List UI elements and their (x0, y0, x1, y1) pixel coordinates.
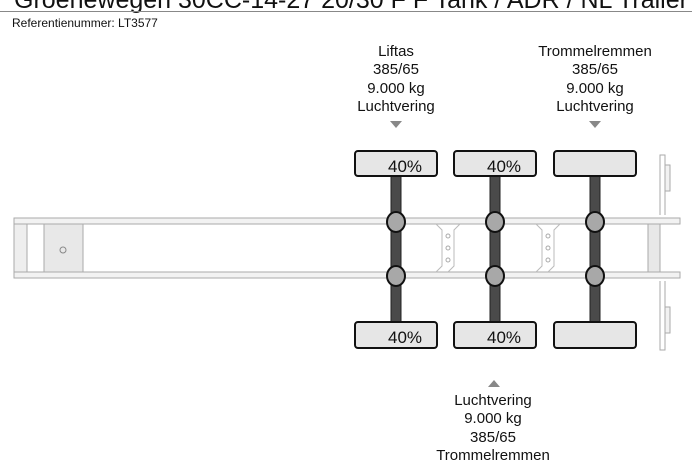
axle-3-brakes: Trommelremmen (538, 43, 652, 60)
axle-1-load: 9.000 kg (367, 79, 425, 97)
axle-2-bottom-tire-tread: 40% (487, 328, 521, 347)
axle-1-bottom-hub (386, 265, 406, 287)
axle-1-bottom-tire (354, 321, 438, 349)
axle-3-bottom-tire (553, 321, 637, 349)
axle-2-load: 9.000 kg (464, 410, 522, 428)
axle-3-tire-size: 385/65 (572, 61, 618, 79)
page-title: Groenewegen 30CC-14-27 20/30 F F Tank / … (14, 0, 692, 14)
axle-1-bottom-tire-tread: 40% (388, 328, 422, 347)
axle-2-beam (489, 175, 501, 323)
axle-3-top-hub (585, 211, 605, 233)
axle-1-beam (390, 175, 402, 323)
axle-1-tire-size: 385/65 (373, 61, 419, 79)
axle-3-top-tire (553, 150, 637, 177)
axle-2-suspension: Luchtvering (454, 392, 532, 409)
axle-1-top-tire (354, 150, 438, 177)
axle-2-top-hub (485, 211, 505, 233)
chassis-frame (13, 154, 681, 351)
arrow-down-icon (390, 121, 402, 128)
axle-2-tire-size: 385/65 (470, 428, 516, 446)
axle-3-load: 9.000 kg (566, 79, 624, 97)
axle-2-top-tire-tread: 40% (487, 157, 521, 176)
axle-1-top-tire-tread: 40% (388, 157, 422, 176)
axle-3-suspension: Luchtvering (556, 97, 634, 115)
axle-3-info: Trommelremmen 385/65 9.000 kg Luchtverin… (515, 43, 675, 116)
arrow-down-icon (589, 121, 601, 128)
axle-2-bottom-hub (485, 265, 505, 287)
arrow-up-icon (488, 380, 500, 387)
reference-number: Referentienummer: LT3577 (12, 16, 158, 30)
divider (0, 11, 692, 12)
axle-1-info: Liftas 385/65 9.000 kg Luchtvering (316, 43, 476, 116)
axle-3-bottom-hub (585, 265, 605, 287)
axle-3-beam (589, 175, 601, 323)
axle-2-top-tire (453, 150, 537, 177)
axle-1-type: Liftas (378, 43, 414, 60)
axle-2-bottom-tire (453, 321, 537, 349)
axle-1-top-hub (386, 211, 406, 233)
axle-1-suspension: Luchtvering (357, 97, 435, 115)
